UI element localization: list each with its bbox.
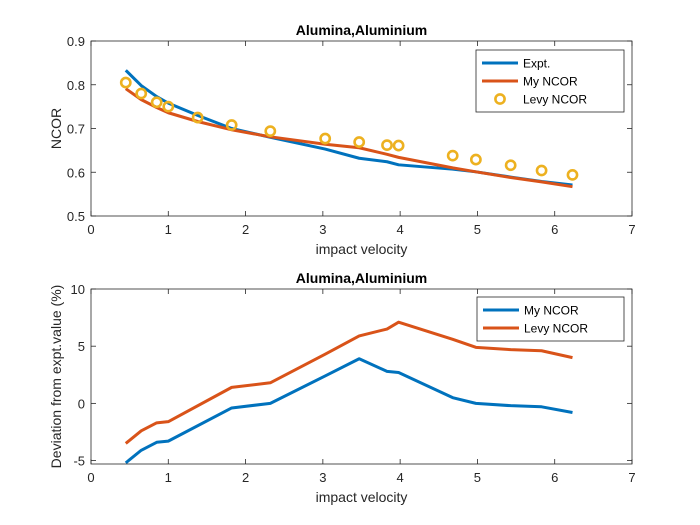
chart-panel-1: 0 1 2 3 4 5 6 7 0.5 0.6 0.7 0.8 0.9 Alumina,Aluminium… (48, 22, 636, 257)
data-point-levy-ncor (150, 96, 163, 109)
x-axis-label: impact velocity (316, 489, 408, 505)
data-point-levy-ncor (392, 139, 405, 152)
x-tick-label: 0 (87, 470, 94, 485)
data-point-levy-ncor (191, 111, 204, 124)
y-tick-label: 0.8 (67, 78, 85, 93)
y-tick-label: 0.6 (67, 165, 85, 180)
x-tick-label: 1 (165, 470, 172, 485)
data-point-levy-ncor (264, 125, 277, 138)
x-tick-label: 3 (319, 470, 326, 485)
y-tick-label: 0.5 (67, 209, 85, 224)
y-tick-label: 10 (71, 282, 85, 297)
x-tick-label: 4 (397, 470, 404, 485)
y-axis-label: NCOR (48, 108, 64, 149)
x-tick-label: 5 (474, 222, 481, 237)
legend-box (476, 296, 625, 342)
data-point-levy-ncor (119, 76, 132, 89)
series-line-my-ncor (124, 357, 573, 464)
chart-title: Alumina,Aluminium (296, 270, 427, 286)
y-axis-label: Deviation from expt.value (%) (48, 285, 64, 469)
y-tick-label: 0.7 (67, 122, 85, 137)
x-tick-label: 7 (628, 222, 635, 237)
data-point-levy-ncor (381, 139, 393, 152)
data-point-levy-ncor (319, 132, 332, 145)
data-point-levy-ncor (225, 119, 238, 131)
data-point-levy-ncor (162, 100, 175, 113)
x-tick-label: 1 (165, 222, 172, 237)
series-line-my-ncor (124, 87, 573, 189)
chart-title: Alumina,Aluminium (296, 22, 427, 38)
y-tick-label: -5 (73, 454, 85, 469)
legend-label-levy-ncor: Levy NCOR (524, 322, 588, 336)
data-point-levy-ncor (469, 153, 482, 166)
legend-label-expt: Expt. (523, 57, 550, 71)
series-group (119, 69, 579, 189)
y-tick-label: 5 (78, 339, 85, 354)
axes-box (90, 288, 633, 465)
x-tick-label: 6 (551, 470, 558, 485)
legend-label-my-ncor: My NCOR (523, 75, 578, 89)
y-tick-label: 0.9 (67, 34, 85, 49)
legend: Expt. My NCOR Levy NCOR (475, 49, 625, 113)
data-point-levy-ncor (566, 168, 579, 181)
data-point-levy-ncor (353, 136, 366, 148)
x-tick-label: 0 (87, 222, 94, 237)
legend-label-my-ncor: My NCOR (524, 304, 579, 318)
legend-label-levy-ncor: Levy NCOR (523, 93, 587, 107)
series-line-levy-ncor (124, 320, 573, 445)
data-point-levy-ncor (135, 87, 148, 100)
x-tick-label: 2 (242, 470, 249, 485)
x-tick-label: 5 (474, 470, 481, 485)
legend: My NCOR Levy NCOR (476, 296, 625, 342)
x-tick-label: 2 (242, 222, 249, 237)
data-point-levy-ncor (504, 159, 517, 172)
x-tick-label: 3 (319, 222, 326, 237)
data-point-levy-ncor (446, 149, 459, 162)
x-tick-label: 4 (397, 222, 404, 237)
x-axis-label: impact velocity (316, 241, 408, 257)
x-tick-label: 6 (551, 222, 558, 237)
data-point-levy-ncor (535, 164, 548, 177)
y-tick-label: 0 (78, 396, 85, 411)
series-group (124, 320, 573, 464)
legend-swatch-levy-ncor (494, 93, 506, 105)
axes-box (90, 40, 633, 217)
x-tick-label: 7 (628, 470, 635, 485)
